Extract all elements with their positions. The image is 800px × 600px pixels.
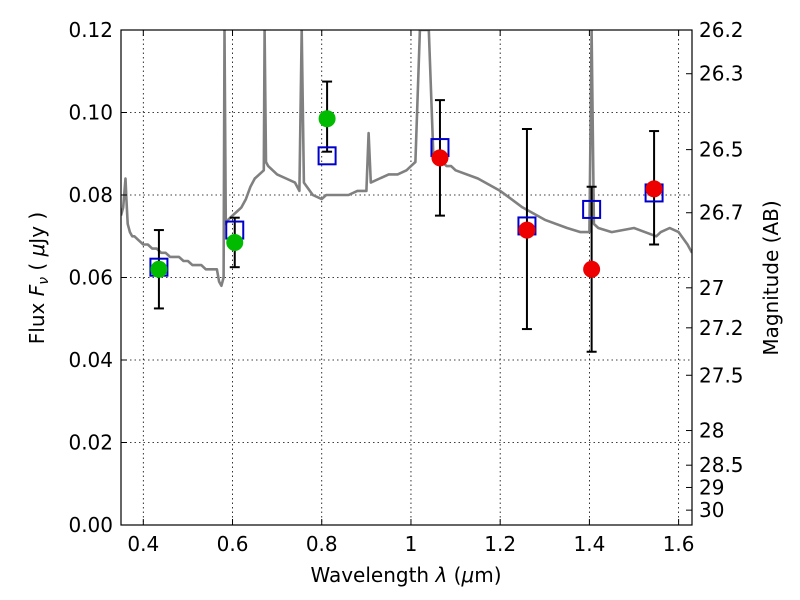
green-data-point [150, 260, 168, 278]
sed-line-layer [121, 30, 692, 288]
red-data-point [518, 221, 536, 239]
x-tick-label: 0.6 [217, 532, 249, 556]
red-data-point [431, 149, 449, 167]
y-tick-label: 0.10 [68, 101, 113, 125]
y-axis-label: Flux Fν ( μJy ) [25, 212, 52, 344]
model-square-marker [582, 199, 602, 219]
green-data-point [318, 110, 336, 128]
y2-tick-label: 27 [699, 276, 724, 300]
x-tick-label: 1 [405, 532, 418, 556]
data-markers [149, 110, 664, 278]
y2-tick-label: 26.7 [699, 201, 744, 225]
x-tick-label: 1.6 [663, 532, 695, 556]
x-tick-label: 1.2 [484, 532, 516, 556]
y-tick-label: 0.08 [68, 183, 113, 207]
grid [121, 29, 692, 526]
y2-tick-label: 26.3 [699, 62, 744, 86]
y2-tick-label: 29 [699, 475, 724, 499]
y2-axis-label: Magnitude (AB) [759, 200, 783, 355]
y2-tick-label: 30 [699, 498, 724, 522]
y-tick-label: 0.04 [68, 348, 113, 372]
x-tick-label: 0.4 [127, 532, 159, 556]
axes: 0.4 0.6 0.8 1 1.2 1.4 1.6 0.00 0.02 0.04 0.06 0.08 0… [68, 18, 743, 556]
x-axis-label: Wavelength λ (μm) [310, 563, 501, 587]
y2-tick-label: 27.2 [699, 316, 744, 340]
y2-tick-label: 27.5 [699, 363, 744, 387]
sed-line [121, 30, 692, 288]
red-data-point [645, 180, 663, 198]
y-tick-label: 0.06 [68, 266, 113, 290]
red-data-point [583, 260, 601, 278]
y2-tick-label: 28.5 [699, 453, 744, 477]
y-tick-label: 0.02 [68, 431, 113, 455]
x-tick-label: 1.4 [573, 532, 605, 556]
y2-tick-label: 26.5 [699, 138, 744, 162]
green-data-point [226, 233, 244, 251]
model-square-marker [317, 146, 337, 166]
x-tick-label: 0.8 [306, 532, 338, 556]
y2-tick-label: 26.2 [699, 18, 744, 42]
y2-tick-label: 28 [699, 419, 724, 443]
y-tick-label: 0.00 [68, 513, 113, 537]
y-tick-label: 0.12 [68, 18, 113, 42]
